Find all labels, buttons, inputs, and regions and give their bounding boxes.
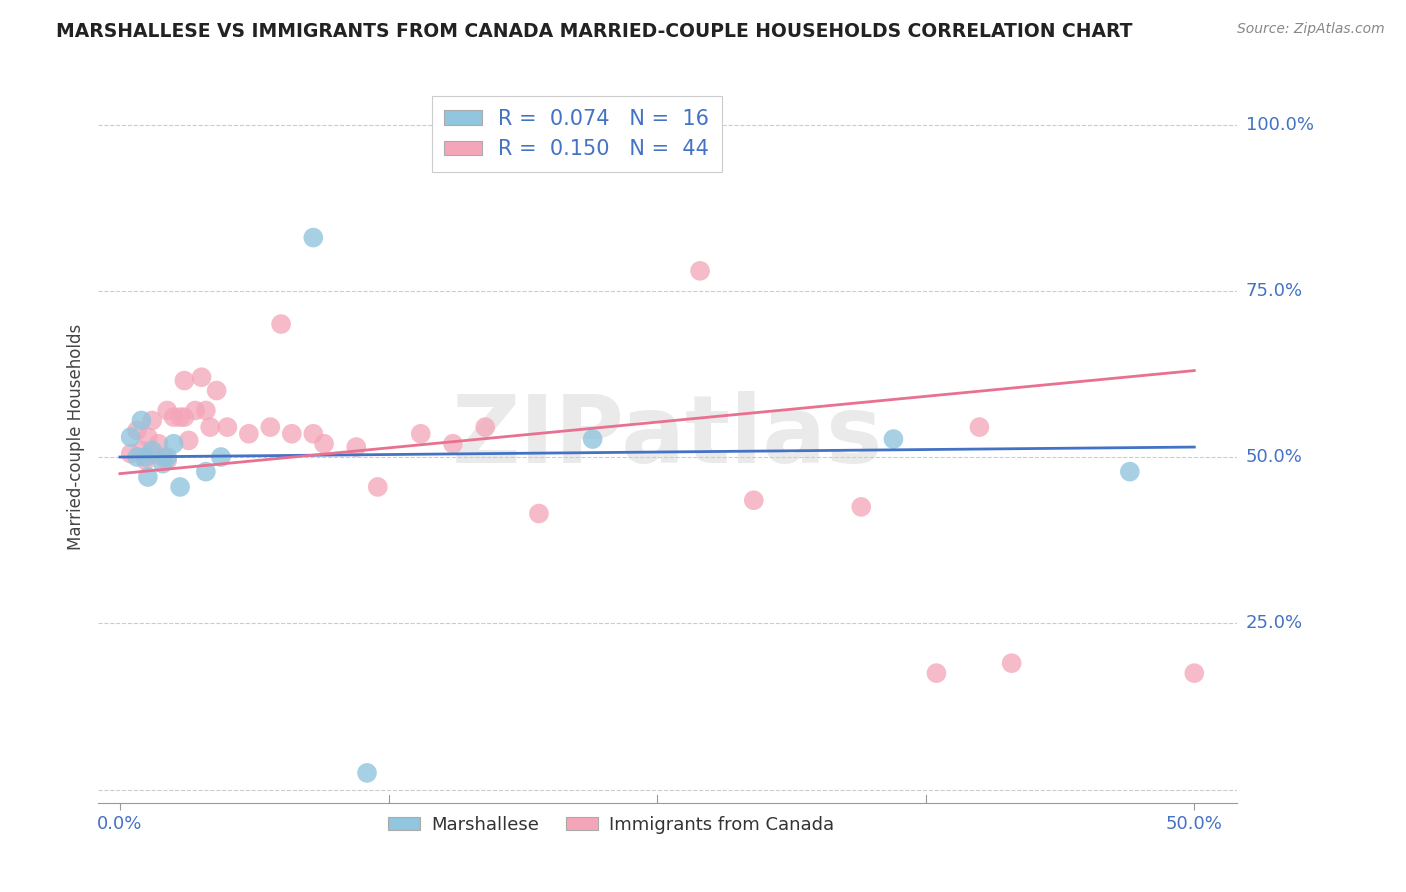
Point: [312, 436, 335, 450]
Point: [141, 447, 163, 461]
Point: [969, 420, 991, 434]
Point: [131, 443, 153, 458]
Point: [527, 507, 550, 521]
Point: [135, 450, 157, 464]
Point: [205, 384, 228, 398]
Point: [925, 666, 948, 681]
Text: 75.0%: 75.0%: [1246, 282, 1303, 300]
Text: 50.0%: 50.0%: [1246, 448, 1303, 466]
Point: [194, 465, 217, 479]
Point: [592, 134, 614, 148]
Text: 25.0%: 25.0%: [1246, 615, 1303, 632]
Point: [156, 403, 179, 417]
Y-axis label: Married-couple Households: Married-couple Households: [66, 324, 84, 550]
Point: [156, 450, 179, 464]
Point: [409, 426, 432, 441]
Point: [441, 436, 464, 450]
Point: [184, 403, 207, 417]
Point: [127, 450, 149, 464]
Point: [851, 500, 873, 514]
Point: [344, 440, 367, 454]
Point: [173, 410, 195, 425]
Text: MARSHALLESE VS IMMIGRANTS FROM CANADA MARRIED-COUPLE HOUSEHOLDS CORRELATION CHAR: MARSHALLESE VS IMMIGRANTS FROM CANADA MA…: [56, 22, 1133, 41]
Point: [120, 447, 142, 461]
Point: [302, 426, 325, 441]
Point: [152, 457, 174, 471]
Point: [1001, 656, 1024, 670]
Text: ZIPatlas: ZIPatlas: [453, 391, 883, 483]
Point: [136, 470, 159, 484]
Point: [1119, 465, 1142, 479]
Point: [141, 443, 163, 458]
Point: [742, 493, 765, 508]
Point: [209, 450, 232, 464]
Point: [582, 432, 605, 446]
Point: [356, 765, 378, 780]
Text: 100.0%: 100.0%: [1246, 116, 1313, 134]
Point: [689, 264, 711, 278]
Point: [217, 420, 239, 434]
Point: [173, 374, 195, 388]
Point: [474, 420, 496, 434]
Point: [238, 426, 260, 441]
Point: [169, 410, 191, 425]
Point: [270, 317, 292, 331]
Point: [259, 420, 281, 434]
Point: [141, 413, 163, 427]
Point: [177, 434, 200, 448]
Point: [882, 432, 904, 446]
Point: [148, 436, 170, 450]
Point: [190, 370, 212, 384]
Text: Source: ZipAtlas.com: Source: ZipAtlas.com: [1237, 22, 1385, 37]
Point: [367, 480, 389, 494]
Point: [136, 430, 159, 444]
Point: [194, 403, 217, 417]
Point: [169, 480, 191, 494]
Point: [1182, 666, 1205, 681]
Point: [162, 436, 184, 450]
Point: [156, 453, 179, 467]
Point: [302, 230, 325, 244]
Point: [592, 144, 614, 158]
Point: [131, 413, 153, 427]
Point: [135, 453, 157, 467]
Point: [120, 430, 142, 444]
Point: [127, 424, 149, 438]
Point: [517, 137, 540, 152]
Point: [281, 426, 304, 441]
Point: [198, 420, 221, 434]
Legend: Marshallese, Immigrants from Canada: Marshallese, Immigrants from Canada: [380, 809, 842, 841]
Point: [162, 410, 184, 425]
Point: [152, 450, 174, 464]
